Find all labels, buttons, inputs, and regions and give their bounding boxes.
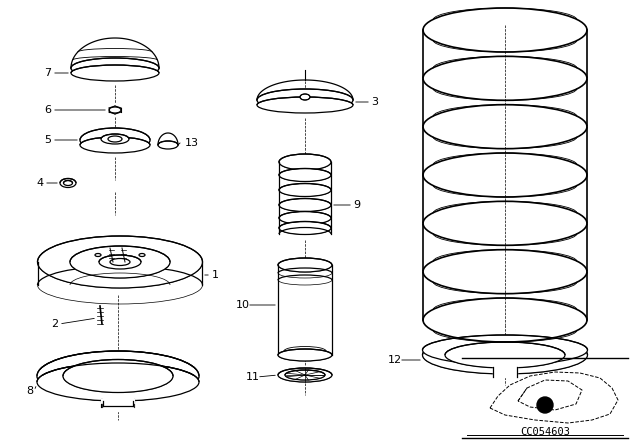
Ellipse shape xyxy=(278,349,332,361)
Ellipse shape xyxy=(422,335,588,365)
Ellipse shape xyxy=(158,141,178,149)
Ellipse shape xyxy=(279,211,331,224)
Text: 7: 7 xyxy=(44,68,52,78)
Ellipse shape xyxy=(109,107,121,113)
Ellipse shape xyxy=(95,254,101,257)
Ellipse shape xyxy=(37,363,199,401)
Ellipse shape xyxy=(71,58,159,78)
Ellipse shape xyxy=(279,198,331,211)
Ellipse shape xyxy=(60,178,76,188)
Ellipse shape xyxy=(445,342,565,368)
Text: 1: 1 xyxy=(211,270,218,280)
Polygon shape xyxy=(103,398,133,411)
Ellipse shape xyxy=(285,370,325,380)
Text: 2: 2 xyxy=(51,319,59,329)
Circle shape xyxy=(537,397,553,413)
Text: 13: 13 xyxy=(185,138,199,148)
Ellipse shape xyxy=(257,89,353,111)
Ellipse shape xyxy=(300,94,310,100)
Text: 3: 3 xyxy=(371,97,378,107)
Ellipse shape xyxy=(70,246,170,278)
Ellipse shape xyxy=(278,368,332,382)
Ellipse shape xyxy=(422,336,588,374)
Ellipse shape xyxy=(279,154,331,170)
Ellipse shape xyxy=(80,137,150,153)
Text: 4: 4 xyxy=(36,178,44,188)
Ellipse shape xyxy=(99,255,141,269)
Ellipse shape xyxy=(80,128,150,152)
Text: CC054603: CC054603 xyxy=(520,427,570,437)
Polygon shape xyxy=(493,367,517,377)
Ellipse shape xyxy=(257,97,353,113)
Ellipse shape xyxy=(63,359,173,392)
Ellipse shape xyxy=(278,258,332,272)
Text: 9: 9 xyxy=(353,200,360,210)
Ellipse shape xyxy=(38,236,202,288)
Ellipse shape xyxy=(279,184,331,197)
Ellipse shape xyxy=(139,254,145,257)
Text: 11: 11 xyxy=(246,372,260,382)
Text: 8: 8 xyxy=(26,386,33,396)
Ellipse shape xyxy=(63,181,72,185)
Ellipse shape xyxy=(101,134,129,144)
Text: 5: 5 xyxy=(45,135,51,145)
Ellipse shape xyxy=(37,351,199,401)
Text: 6: 6 xyxy=(45,105,51,115)
Ellipse shape xyxy=(71,65,159,81)
Text: 12: 12 xyxy=(388,355,402,365)
Ellipse shape xyxy=(279,168,331,181)
Ellipse shape xyxy=(279,221,331,234)
Ellipse shape xyxy=(108,136,122,142)
Text: 10: 10 xyxy=(236,300,250,310)
Ellipse shape xyxy=(110,258,130,266)
